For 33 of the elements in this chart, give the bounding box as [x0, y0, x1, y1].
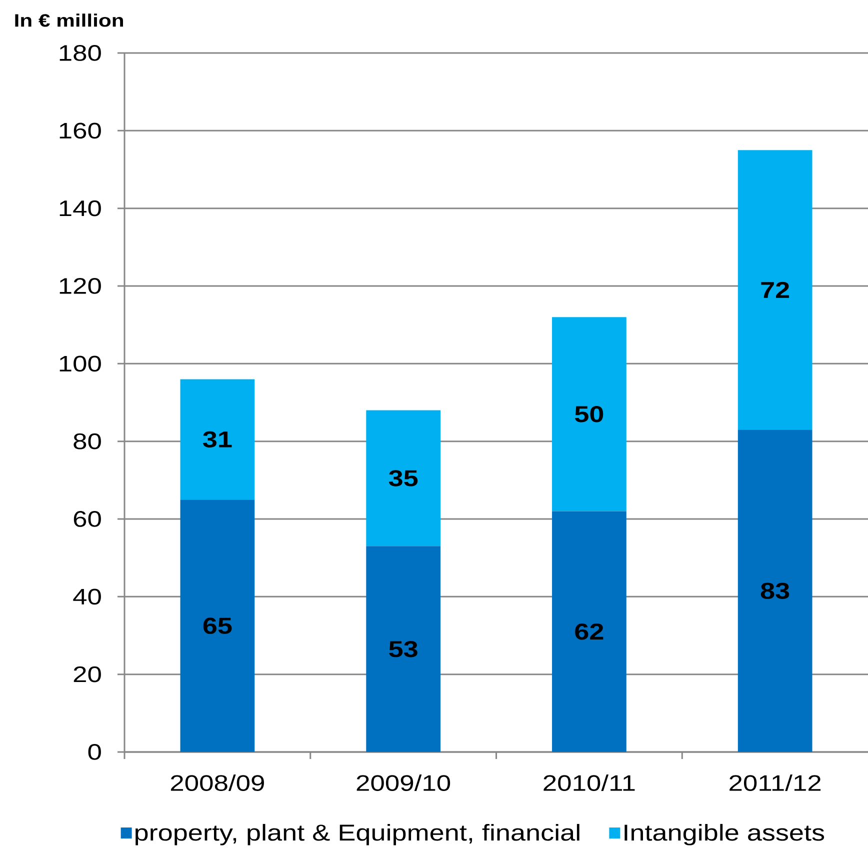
bar [180, 379, 255, 500]
y-tick-label: 180 [60, 45, 101, 61]
x-tick-label: 2010/11 [544, 774, 635, 791]
y-tick-label: 40 [73, 588, 101, 605]
data-label: 72 [761, 282, 790, 298]
bar [366, 410, 440, 546]
y-tick-label: 20 [74, 666, 101, 682]
data-label: 35 [388, 470, 418, 486]
data-label: 53 [389, 640, 418, 658]
y-tick-label: 160 [60, 122, 101, 139]
bar [180, 500, 255, 752]
legend-label: property, plant & Equipment, financial [136, 824, 580, 846]
legend-label: Intangible assets [624, 824, 824, 846]
data-label: 50 [574, 406, 604, 422]
y-axis-title: In € million [15, 14, 123, 27]
y-tick-label: 120 [60, 278, 101, 294]
y-tick-label: 140 [60, 200, 101, 216]
data-label: 62 [575, 624, 604, 640]
y-tick-label: 60 [74, 511, 101, 527]
data-label: 31 [203, 431, 232, 448]
bar [552, 511, 626, 752]
y-tick-label: 100 [60, 356, 101, 372]
bar [366, 546, 440, 752]
y-tick-label: 80 [74, 433, 101, 450]
bar [738, 150, 812, 430]
bar [738, 430, 812, 752]
data-label: 65 [203, 618, 232, 634]
y-tick-label: 0 [88, 744, 101, 760]
bar [552, 317, 626, 512]
data-label: 83 [760, 582, 790, 599]
x-tick-label: 2011/12 [730, 774, 821, 791]
x-tick-label: 2009/10 [356, 774, 450, 791]
x-tick-label: 2008/09 [170, 774, 264, 791]
